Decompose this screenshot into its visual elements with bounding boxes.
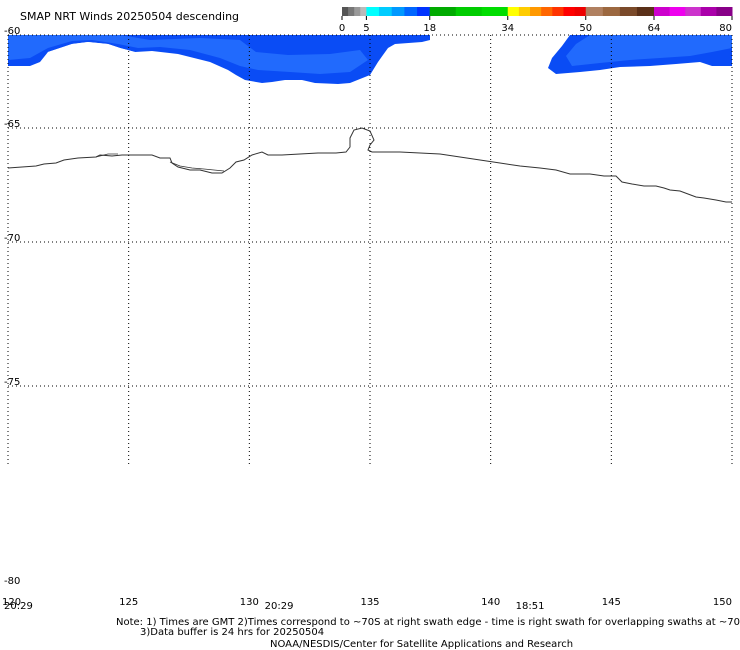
longitude-label: 135: [360, 597, 379, 608]
longitude-label: 130: [240, 597, 259, 608]
colorbar-cell: [552, 7, 564, 16]
colorbar-cell: [354, 7, 361, 16]
swath-time-label: 18:51: [516, 601, 545, 612]
map-area: [7, 34, 733, 465]
longitude-labels: 120 125 130 135 140 145 150: [2, 597, 732, 608]
colorbar-cell: [429, 7, 457, 16]
swath-time-label: 20:29: [4, 601, 33, 612]
longitude-label: 150: [713, 597, 732, 608]
colorbar-cell: [636, 7, 655, 16]
swath-time-labels: 20:29 20:29 18:51: [4, 601, 544, 612]
colorbar-tick-label: 34: [501, 23, 514, 34]
latitude-label: -60: [4, 26, 20, 37]
map-background: [8, 35, 732, 465]
colorbar-cell: [602, 7, 621, 16]
colorbar-cell: [619, 7, 638, 16]
colorbar-cell: [481, 7, 509, 16]
colorbar-cell: [360, 7, 367, 16]
swath-gap: [40, 42, 135, 66]
colorbar-tick-label: 64: [648, 23, 661, 34]
colorbar-cell: [563, 7, 576, 16]
colorbar-tick-label: 0: [339, 23, 345, 34]
colorbar-cell: [685, 7, 702, 16]
wind-swath-right-highlight: [566, 35, 732, 66]
colorbar-cell: [585, 7, 604, 16]
colorbar-cell: [654, 7, 671, 16]
colorbar-cell: [342, 7, 349, 16]
colorbar-cell: [417, 7, 431, 16]
colorbar-cell: [530, 7, 542, 16]
colorbar-tick-label: 18: [423, 23, 436, 34]
colorbar-cell: [669, 7, 686, 16]
swath-time-label: 20:29: [265, 601, 294, 612]
colorbar-cell: [404, 7, 418, 16]
colorbar-cell: [574, 7, 587, 16]
colorbar-cell: [455, 7, 483, 16]
colorbar-cell: [716, 7, 733, 16]
longitude-label: 140: [481, 597, 500, 608]
colorbar-cell: [391, 7, 405, 16]
latitude-label: -80: [4, 576, 20, 587]
colorbar-tick-label: 80: [719, 23, 732, 34]
colorbar-cell: [541, 7, 553, 16]
credit-line: NOAA/NESDIS/Center for Satellite Applica…: [270, 639, 573, 650]
map-title: SMAP NRT Winds 20250504 descending: [20, 10, 239, 23]
graticule: [7, 34, 733, 465]
colorbar-cell: [366, 7, 380, 16]
colorbar: 0 5 18 34 50 64 80: [339, 7, 733, 34]
latitude-label: -70: [4, 233, 20, 244]
colorbar-tick-label: 50: [579, 23, 592, 34]
colorbar-ticks: 0 5 18 34 50 64 80: [339, 16, 733, 34]
coastline-inner: [95, 153, 225, 172]
latitude-label: -75: [4, 377, 20, 388]
antarctic-coastline: [7, 127, 732, 203]
longitude-label: 125: [119, 597, 138, 608]
colorbar-cell: [507, 7, 520, 16]
colorbar-cells: [342, 7, 733, 16]
wind-swath-left-highlight: [8, 35, 368, 74]
note-line-2: 3)Data buffer is 24 hrs for 20250504: [140, 627, 324, 638]
colorbar-cell: [348, 7, 355, 16]
colorbar-cell: [379, 7, 393, 16]
colorbar-tick-label: 5: [363, 23, 369, 34]
note-line-1: Note: 1) Times are GMT 2)Times correspon…: [116, 617, 740, 628]
latitude-labels: -60 -65 -70 -75 -80: [4, 26, 20, 587]
colorbar-cell: [700, 7, 717, 16]
longitude-label: 145: [602, 597, 621, 608]
latitude-label: -65: [4, 119, 20, 130]
longitude-label: 120: [2, 597, 21, 608]
colorbar-cell: [518, 7, 531, 16]
